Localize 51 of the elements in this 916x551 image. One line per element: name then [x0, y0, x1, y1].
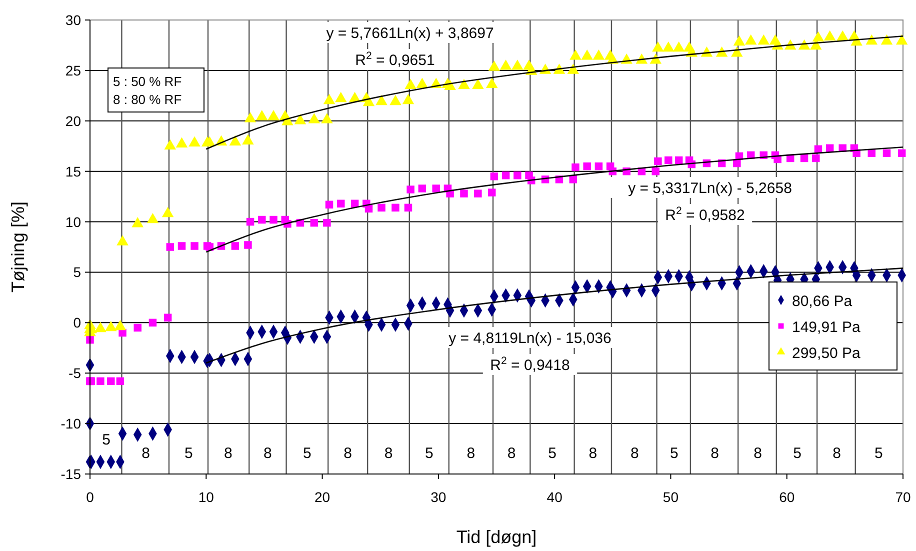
- y-axis-title: Tøjning [%]: [8, 201, 28, 293]
- y-tick-label: -15: [60, 466, 82, 482]
- annotation: 5: [548, 444, 556, 462]
- annotation: 8: [710, 444, 720, 462]
- x-tick-label: 50: [662, 489, 679, 505]
- x-tick-label: 10: [198, 489, 214, 505]
- annotation: 5: [670, 444, 678, 462]
- legend-label: 149,91 Pa: [792, 319, 862, 336]
- y-tick-label: 5: [73, 264, 82, 280]
- x-tick-label: 40: [546, 489, 563, 505]
- annotation: y = 5,3317Ln(x) - 5,2658: [628, 180, 792, 197]
- annotation: 8: [224, 444, 232, 462]
- annotation: 8: [507, 444, 516, 462]
- annotation: 8: [630, 444, 639, 462]
- annotation: 5: [793, 444, 802, 462]
- annotation: R$^{2}$ = 0,9582: [665, 205, 745, 224]
- x-axis-title: Tid [døgn]: [456, 527, 537, 547]
- annotation: y = 4,8119Ln(x) - 15,036: [448, 330, 612, 347]
- annotation: 8: [754, 444, 762, 462]
- annotation: 5: [303, 444, 312, 462]
- annotation: 5: [424, 444, 434, 462]
- x-tick-label: 20: [314, 489, 330, 505]
- y-tick-label: 30: [65, 12, 82, 28]
- annotation: 8: [466, 444, 476, 462]
- legend-label: 299,50 Pa: [792, 345, 862, 362]
- annotation: y = 5,7661Ln(x) + 3,8697: [326, 25, 494, 42]
- y-tick-label: 0: [73, 314, 82, 331]
- annotation: 8: [832, 444, 841, 462]
- legend-label: 80,66 Pa: [792, 293, 853, 310]
- annotation: 8: [264, 444, 272, 462]
- annotation: 5: [184, 444, 193, 462]
- annotation: 8: [142, 444, 150, 462]
- x-tick-label: 60: [779, 489, 795, 505]
- annotation: R$^{2}$ = 0,9651: [355, 50, 435, 69]
- annotation: R$^{2}$ = 0,9418: [490, 355, 570, 374]
- annotation: 5: [102, 432, 110, 449]
- annotation: 5: [874, 444, 883, 462]
- annotation: 5 : 50 % RF: [113, 74, 182, 89]
- y-tick-label: 10: [65, 214, 82, 230]
- y-tick-label: -10: [60, 416, 82, 432]
- annotation: 8: [384, 444, 393, 462]
- y-tick-label: -5: [68, 365, 82, 382]
- annotation: 8: [588, 444, 598, 462]
- annotation: 8 : 80 % RF: [113, 92, 182, 107]
- x-tick-label: 0: [86, 489, 94, 505]
- x-tick-label: 30: [430, 489, 446, 505]
- y-tick-label: 20: [65, 112, 82, 129]
- x-tick-label: 70: [895, 489, 911, 505]
- y-tick-label: 15: [65, 163, 82, 180]
- annotation: 8: [344, 444, 352, 462]
- y-tick-label: 25: [65, 62, 82, 78]
